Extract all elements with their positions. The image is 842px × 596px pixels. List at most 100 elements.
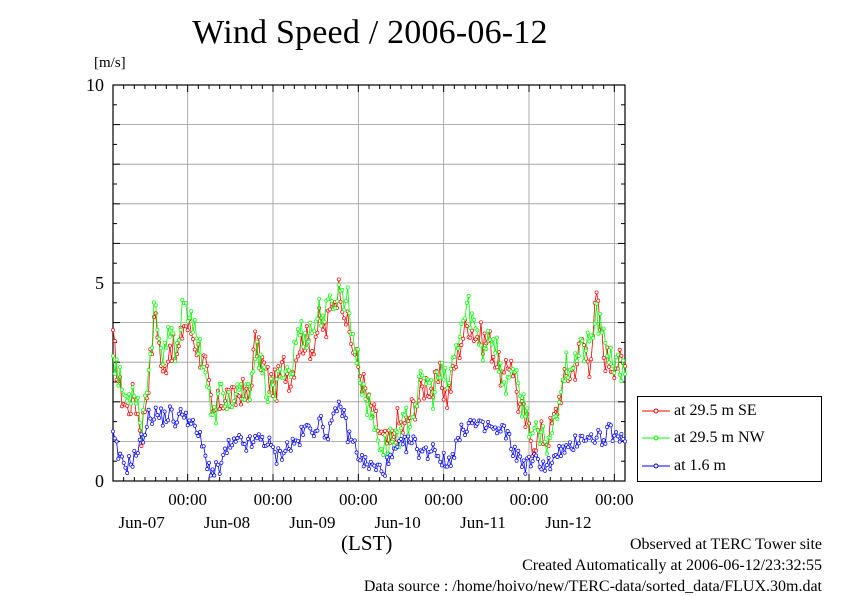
series-point-1 — [425, 377, 430, 382]
series-point-2 — [386, 462, 391, 466]
series-point-1 — [231, 399, 236, 403]
series-point-1 — [571, 366, 576, 371]
series-point-2 — [135, 451, 140, 456]
series-point-1 — [263, 395, 268, 400]
series-point-2 — [214, 460, 219, 465]
series-point-1 — [111, 353, 115, 358]
series-point-1 — [134, 401, 139, 406]
series-point-0 — [361, 371, 366, 376]
series-point-2 — [196, 434, 201, 438]
series-point-1 — [311, 328, 316, 333]
series-point-1 — [207, 385, 211, 390]
series-point-0 — [464, 324, 469, 328]
series-point-1 — [119, 387, 124, 392]
legend-label-se: at 29.5 m SE — [674, 402, 757, 419]
series-point-0 — [511, 374, 515, 379]
series-point-0 — [265, 364, 270, 369]
series-point-2 — [340, 414, 345, 419]
series-point-1 — [192, 318, 197, 323]
series-point-1 — [251, 369, 256, 374]
series-point-2 — [415, 447, 419, 452]
series-point-1 — [422, 376, 427, 381]
series-point-0 — [297, 350, 302, 355]
series-point-2 — [146, 407, 151, 412]
series-point-2 — [201, 444, 206, 449]
series-point-2 — [528, 464, 533, 469]
series-point-0 — [612, 376, 617, 380]
series-point-0 — [130, 382, 135, 386]
series-point-1 — [516, 381, 521, 386]
series-point-1 — [274, 377, 279, 382]
series-point-2 — [125, 471, 130, 475]
series-point-2 — [575, 444, 579, 449]
series-point-2 — [223, 446, 227, 451]
series-point-1 — [539, 430, 544, 435]
series-point-1 — [443, 365, 448, 370]
series-point-2 — [450, 451, 455, 456]
series-point-1 — [313, 319, 318, 324]
series-point-2 — [132, 448, 137, 453]
series-point-1 — [479, 343, 483, 348]
series-point-1 — [116, 383, 121, 388]
series-point-2 — [301, 432, 306, 437]
series-point-1 — [519, 414, 524, 419]
series-point-1 — [336, 282, 341, 287]
series-point-1 — [342, 307, 347, 312]
series-point-0 — [111, 328, 115, 333]
x-tick-label-time: 00:00 — [168, 490, 207, 509]
series-point-0 — [308, 357, 313, 362]
series-point-1 — [484, 347, 489, 351]
series-point-1 — [518, 394, 523, 398]
series-point-0 — [539, 419, 544, 424]
series-point-1 — [335, 299, 339, 304]
series-point-2 — [258, 437, 263, 442]
series-point-2 — [246, 437, 251, 441]
series-point-2 — [310, 430, 315, 435]
series-point-1 — [379, 446, 384, 451]
series-point-0 — [180, 336, 185, 341]
series-point-2 — [159, 406, 163, 411]
series-point-2 — [480, 419, 485, 424]
series-point-2 — [219, 460, 224, 465]
series-point-0 — [144, 396, 149, 401]
series-point-2 — [598, 430, 603, 435]
series-point-2 — [466, 421, 471, 426]
series-point-0 — [128, 411, 133, 416]
series-point-2 — [178, 407, 183, 412]
series-point-2 — [541, 459, 546, 464]
series-point-0 — [509, 358, 514, 363]
series-point-1 — [347, 311, 352, 316]
x-tick-label-time: 00:00 — [595, 490, 634, 509]
series-point-2 — [333, 406, 338, 411]
series-point-1 — [306, 339, 311, 344]
legend-marker-nw — [642, 435, 670, 441]
series-point-2 — [118, 451, 123, 456]
series-point-2 — [308, 426, 313, 431]
series-point-0 — [272, 367, 277, 372]
series-point-0 — [139, 444, 144, 448]
series-point-2 — [592, 440, 597, 445]
series-point-2 — [594, 435, 599, 440]
series-point-1 — [612, 371, 617, 375]
series-point-0 — [470, 328, 475, 333]
series-point-1 — [507, 375, 512, 380]
series-point-1 — [496, 369, 501, 374]
y-tick-label: 10 — [86, 75, 104, 95]
series-point-0 — [461, 336, 466, 341]
series-point-0 — [167, 343, 172, 348]
series-point-0 — [279, 360, 284, 365]
series-point-1 — [185, 319, 190, 324]
series-point-1 — [390, 439, 395, 444]
series-point-2 — [114, 439, 119, 444]
y-tick-label: 0 — [95, 471, 104, 491]
series-point-1 — [455, 346, 460, 351]
series-point-2 — [208, 473, 213, 478]
series-point-1 — [153, 303, 158, 308]
series-point-1 — [203, 370, 208, 375]
series-point-1 — [445, 386, 450, 391]
series-point-1 — [402, 412, 407, 417]
x-tick-label-time: 00:00 — [424, 490, 463, 509]
series-point-1 — [603, 341, 608, 345]
series-point-1 — [141, 407, 146, 412]
series-point-2 — [151, 417, 156, 422]
